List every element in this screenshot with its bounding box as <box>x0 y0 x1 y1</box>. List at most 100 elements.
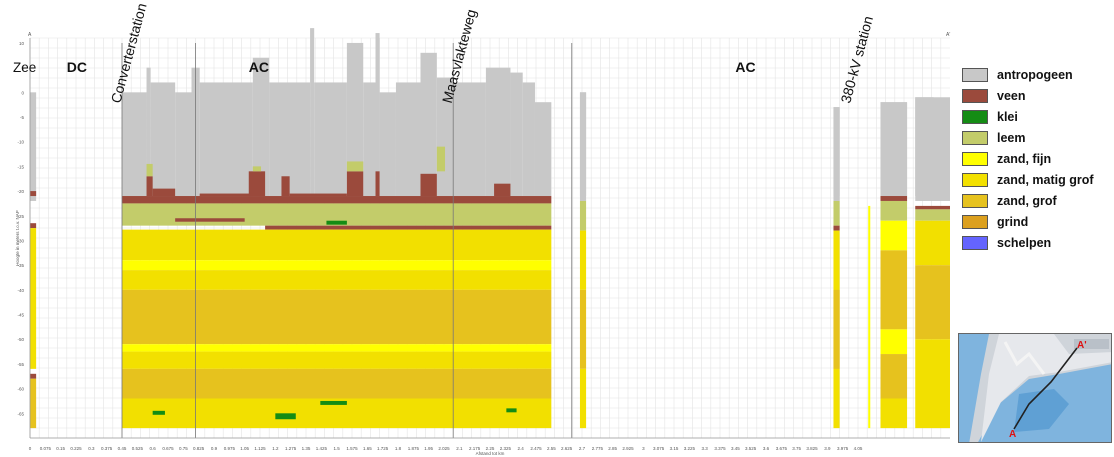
antropogeen-segment <box>252 57 270 197</box>
layer-veen <box>289 193 347 197</box>
y-tick-label: -5 <box>20 115 24 120</box>
antropogeen-segment <box>314 82 347 197</box>
y-tick-label: -65 <box>17 411 24 416</box>
x-tick-label: 2.25 <box>486 446 495 451</box>
antropogeen-segment <box>122 92 147 197</box>
legend-label: zand, matig grof <box>997 172 1094 187</box>
x-tick-label: 1.575 <box>346 446 358 451</box>
layer-leem <box>436 146 446 172</box>
x-tick-label: 3.525 <box>745 446 757 451</box>
x-tick-label: 3.075 <box>653 446 665 451</box>
layer-zand-grof <box>880 354 908 399</box>
layer-zand-matig-grof <box>915 220 950 266</box>
y-tick-label: 5 <box>21 66 24 71</box>
x-tick-label: 2.025 <box>438 446 450 451</box>
legend-swatch <box>962 130 988 145</box>
layer-zand-fijn <box>122 260 552 271</box>
borehole-top <box>30 92 37 201</box>
x-tick-label: 3 <box>642 446 645 451</box>
x-tick-label: 3.825 <box>806 446 818 451</box>
layer-veen <box>152 188 176 197</box>
layer-leem <box>880 200 908 221</box>
layer-zand-fijn <box>880 220 908 251</box>
x-tick-label: 1.95 <box>424 446 433 451</box>
y-tick-label: -60 <box>17 387 24 392</box>
layer-leem <box>146 163 153 177</box>
layer-zand-grof <box>833 289 840 369</box>
x-tick-label: 2.4 <box>518 446 525 451</box>
layer-zand-matig-grof <box>30 228 37 369</box>
x-tick-label: 1.2 <box>272 446 279 451</box>
antropogeen-segment <box>379 92 396 197</box>
chart-axes: 10 5 0 -5 -10 -15 -20 -25 -30 -35 -40 -45 -50 -55 -60 -… <box>15 32 950 456</box>
x-tick-label: 2.325 <box>500 446 512 451</box>
y-tick-label: -40 <box>17 288 24 293</box>
x-tick-label: 0.45 <box>118 446 127 451</box>
legend-item-grind: grind <box>962 211 1094 232</box>
x-tick-label: 2.175 <box>469 446 481 451</box>
layer-veen <box>146 176 153 197</box>
y-tick-label: -35 <box>17 263 24 268</box>
layer-veen <box>30 191 37 197</box>
layer-veen <box>175 218 245 222</box>
legend-item-schelpen: schelpen <box>962 232 1094 253</box>
layer-veen <box>265 225 552 230</box>
x-tick-label: 0.75 <box>179 446 188 451</box>
x-tick-label: 2.475 <box>530 446 542 451</box>
top-label-a: A <box>28 32 32 38</box>
x-tick-label: 1.35 <box>302 446 311 451</box>
layer-klei <box>275 413 296 420</box>
legend-item-zand-matig-grof: zand, matig grof <box>962 169 1094 190</box>
layer-zand-grof <box>880 250 908 330</box>
y-tick-label: -15 <box>17 164 24 169</box>
legend-swatch <box>962 193 988 208</box>
legend-label: grind <box>997 214 1029 229</box>
x-tick-label: 0.225 <box>70 446 82 451</box>
layer-leem <box>579 200 587 231</box>
x-tick-label: 2.775 <box>592 446 604 451</box>
x-tick-label: 0.15 <box>56 446 65 451</box>
layer-zand-fijn <box>880 329 908 355</box>
x-tick-label: 3.3 <box>702 446 709 451</box>
y-tick-label: -30 <box>17 238 24 243</box>
antropogeen-segment <box>363 82 376 197</box>
section-dividers <box>121 43 573 438</box>
antropogeen-segment <box>146 67 151 197</box>
borehole-top <box>915 97 950 201</box>
x-tick-label: 2.85 <box>608 446 617 451</box>
layer-veen <box>915 205 950 210</box>
layer-zand-matig-grof <box>579 368 587 429</box>
annotation-380-kv-station: 380-kV station <box>837 14 876 105</box>
x-tick-label: 3.225 <box>684 446 696 451</box>
x-tick-label: 0 <box>29 446 32 451</box>
layer-leem <box>346 161 364 172</box>
layer-zand-matig-grof <box>880 398 908 429</box>
x-tick-label: 3.75 <box>792 446 801 451</box>
chart-legend: antropogeen veen klei leem zand, fijn zand, m… <box>962 64 1094 253</box>
layer-zand-grof <box>30 378 37 429</box>
chart-annotations: Zee DC Converterstation AC Maasvlakteweg AC 38… <box>13 1 876 104</box>
layer-veen <box>375 171 380 197</box>
layer-veen <box>199 193 253 197</box>
layer-zand-matig-grof <box>122 270 552 290</box>
layer-klei <box>326 220 347 225</box>
svg-text:A: A <box>1009 429 1016 440</box>
layer-leem <box>252 166 262 172</box>
layer-zand-grof <box>915 265 950 340</box>
layer-leem <box>833 200 840 226</box>
x-tick-label: 3.9 <box>824 446 831 451</box>
annotation-dc: DC <box>67 59 87 75</box>
y-tick-label: -55 <box>17 362 24 367</box>
chart-fills <box>30 28 950 429</box>
legend-swatch <box>962 235 988 250</box>
legend-item-veen: veen <box>962 85 1094 106</box>
borehole-top <box>880 102 908 201</box>
legend-label: antropogeen <box>997 67 1073 82</box>
layer-zand-matig-grof <box>122 229 552 261</box>
layer-veen <box>122 196 552 204</box>
borehole-top <box>579 92 587 201</box>
x-tick-label: 3.45 <box>731 446 740 451</box>
layer-zand-matig-grof <box>122 351 552 369</box>
layer-veen <box>420 173 437 197</box>
x-tick-label: 3.15 <box>670 446 679 451</box>
